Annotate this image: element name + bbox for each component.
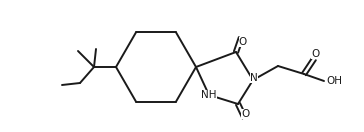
Text: OH: OH <box>326 76 342 86</box>
Text: O: O <box>239 37 247 47</box>
Text: N: N <box>250 73 258 83</box>
Text: NH: NH <box>201 90 217 100</box>
Text: O: O <box>311 49 319 59</box>
Text: O: O <box>241 109 250 119</box>
